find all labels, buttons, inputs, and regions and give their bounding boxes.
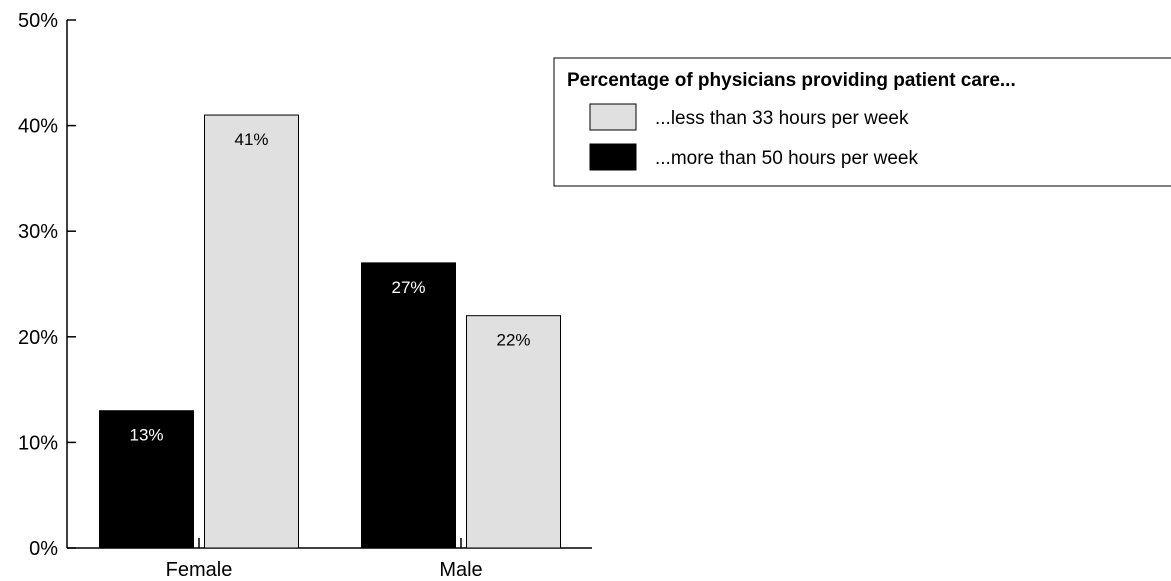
x-tick-label-male: Male (439, 559, 482, 581)
y-tick-label: 10% (18, 432, 58, 454)
legend-title: Percentage of physicians providing patie… (567, 70, 1016, 91)
legend-swatch-less-than-33 (589, 103, 637, 131)
bar-female-series-0 (99, 410, 194, 549)
y-tick-label: 0% (29, 538, 58, 560)
data-label-female-series-1: 41% (234, 130, 268, 149)
data-label-male-series-1: 22% (496, 331, 530, 350)
bar-male-series-0 (361, 262, 456, 549)
legend-swatch-more-than-50 (589, 143, 637, 171)
data-label-male-series-0: 27% (391, 278, 425, 297)
y-tick-label: 50% (18, 10, 58, 32)
bars: 13% 41% 27% 22% (99, 114, 561, 549)
data-label-female-series-0: 13% (129, 426, 163, 445)
y-tick-label: 30% (18, 221, 58, 243)
legend-label-less-than-33: ...less than 33 hours per week (655, 108, 909, 129)
y-tick-label: 20% (18, 327, 58, 349)
legend-box (553, 57, 1171, 187)
x-tick-label-female: Female (166, 559, 233, 581)
bar-female-series-1 (204, 114, 299, 549)
legend-label-more-than-50: ...more than 50 hours per week (655, 148, 918, 169)
x-axis: Female Male (67, 538, 592, 581)
bar-male-series-1 (466, 315, 561, 549)
y-tick-label: 40% (18, 116, 58, 138)
y-axis: 0% 10% 20% 30% 40% 50% (18, 10, 76, 560)
legend: Percentage of physicians providing patie… (553, 57, 1171, 187)
